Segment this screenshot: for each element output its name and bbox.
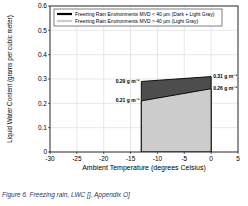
legend-box: [54, 9, 222, 26]
data-label: 0.29 g m⁻³: [116, 78, 140, 84]
y-tick-label: 0.6: [38, 2, 47, 9]
data-label: 0.21 g m⁻³: [116, 97, 140, 103]
y-tick-label: 0.1: [38, 124, 47, 131]
y-tick-label: 0.4: [38, 51, 47, 58]
chart-container: 00.10.20.30.40.50.6-30-25-20-15-10-5050.…: [0, 0, 248, 206]
y-tick-label: 0.2: [38, 100, 47, 107]
x-tick-label: -5: [181, 155, 187, 162]
x-grid-line: [103, 6, 104, 152]
legend: Freezing Rain Environments MVD < 40 µm (…: [54, 9, 222, 26]
x-axis-label: Ambient Temperature (degrees Celsius): [82, 164, 206, 172]
x-tick-label: -30: [45, 155, 55, 162]
y-grid-line: [50, 54, 238, 55]
x-tick-label: 5: [236, 155, 240, 162]
y-grid-line: [50, 30, 238, 31]
plot-frame: [50, 6, 238, 152]
x-tick-label: -20: [99, 155, 109, 162]
plot-background: [50, 6, 238, 152]
data-label: 0.26 g m⁻³: [213, 85, 237, 91]
areas: [141, 77, 211, 152]
x-tick-label: 0: [209, 155, 213, 162]
y-tick-label: 0.5: [38, 27, 47, 34]
area-series-0: [141, 77, 211, 152]
x-tick-label: -15: [126, 155, 136, 162]
y-axis-label: Liquid Water Content (grams per cubic me…: [6, 15, 14, 143]
legend-label: Freezing Rain Environments MVD > 40 µm (…: [75, 18, 198, 24]
legend-label: Freezing Rain Environments MVD < 40 µm (…: [75, 11, 215, 17]
legend-swatch: [57, 13, 72, 15]
x-grid-line: [76, 6, 77, 152]
caption: Figure 6. Freezing rain, LWC [], Appendi…: [2, 191, 130, 199]
chart-svg: 00.10.20.30.40.50.6-30-25-20-15-10-5050.…: [0, 0, 248, 206]
legend-swatch: [57, 20, 72, 22]
data-label: 0.31 g m⁻³: [213, 73, 237, 79]
grid: [50, 6, 238, 152]
x-tick-label: -25: [72, 155, 82, 162]
y-tick-label: 0.3: [38, 75, 47, 82]
area-series-1: [141, 89, 211, 152]
x-tick-label: -10: [153, 155, 163, 162]
